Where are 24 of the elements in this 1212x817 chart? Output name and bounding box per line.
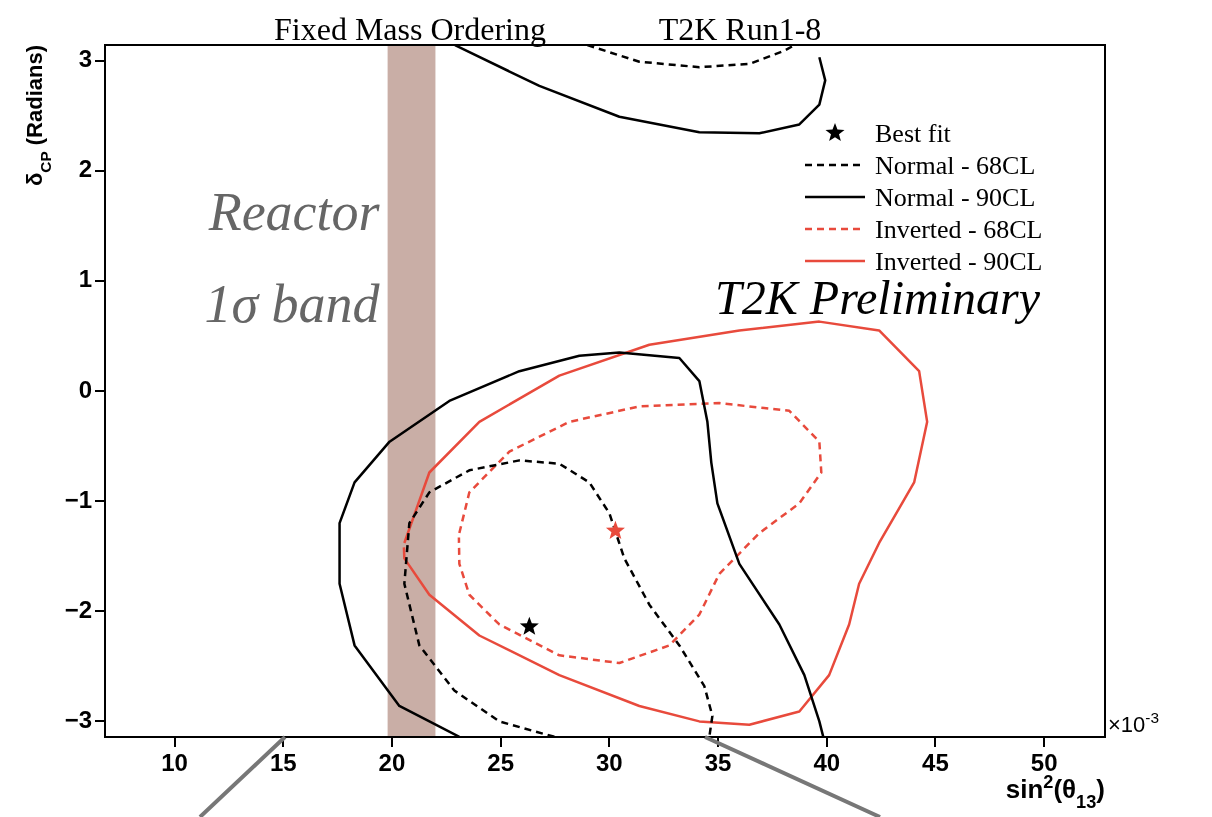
- x-tick-label: 25: [487, 749, 514, 777]
- y-tick-label: −1: [64, 485, 92, 513]
- x-tick-label: 40: [813, 749, 841, 777]
- legend-label: Normal - 68CL: [875, 151, 1036, 180]
- y-tick-label: 0: [78, 375, 92, 403]
- chart-title: Fixed Mass Ordering: [274, 11, 546, 47]
- line-series: [457, 401, 823, 665]
- y-tick-label: −3: [64, 706, 92, 734]
- y-tick-label: 3: [78, 45, 92, 73]
- y-tick-label: 2: [78, 155, 92, 183]
- y-axis-title: δCP (Radians): [22, 44, 54, 187]
- annotation: T2K Run1-8: [658, 11, 822, 47]
- legend-label: Inverted - 68CL: [875, 215, 1043, 244]
- y-tick-label: 1: [78, 265, 92, 293]
- y-tick-label: −2: [64, 595, 92, 623]
- x-tick-label: 15: [269, 749, 297, 777]
- x-tick-label: 20: [378, 749, 406, 777]
- legend-label: Best fit: [875, 119, 952, 148]
- x-tick-label: 45: [922, 749, 949, 777]
- x-tick-label: 35: [704, 749, 732, 777]
- x-tick-label: 10: [161, 749, 188, 777]
- band-label: Reactor 1σ band: [204, 182, 381, 334]
- legend-label: Normal - 90CL: [875, 183, 1036, 212]
- x-tick-label: 30: [596, 749, 623, 777]
